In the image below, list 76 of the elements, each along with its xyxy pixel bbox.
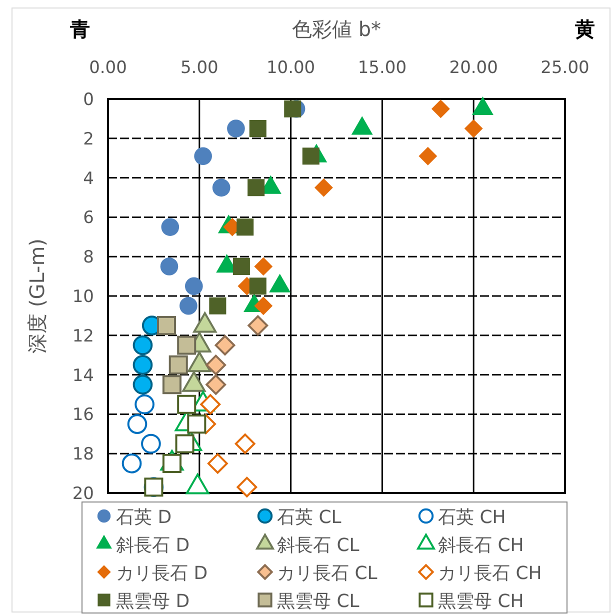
point	[254, 296, 273, 316]
y-tick-label: 0	[83, 90, 94, 110]
text: 青	[69, 17, 90, 41]
x-axis-title: 色彩値 b*	[292, 17, 382, 41]
point	[212, 178, 230, 197]
point	[249, 120, 266, 138]
point	[168, 355, 188, 374]
point	[127, 414, 148, 434]
x-tick-label: 5.00	[180, 58, 218, 78]
x-tick-label: 25.00	[540, 58, 590, 78]
y-tick-label: 10	[72, 287, 94, 307]
y-axis-title: 深度 (GL-m)	[25, 238, 49, 354]
y-tick-label: 16	[72, 405, 94, 426]
point	[134, 394, 154, 414]
y-tick-label: 12	[72, 326, 94, 346]
legend-label: 黒雲母 D	[116, 591, 190, 612]
point	[160, 258, 178, 276]
point	[214, 335, 236, 356]
legend-label: 黒雲母 CL	[277, 591, 360, 612]
point	[236, 476, 258, 498]
x-tick-label: 20.00	[449, 58, 498, 78]
point	[314, 178, 333, 197]
point	[122, 454, 142, 474]
y-tick-label: 2	[83, 129, 94, 150]
point	[132, 355, 153, 375]
point	[132, 335, 153, 356]
point	[175, 434, 194, 454]
y-tick-label: 8	[83, 248, 94, 268]
point	[162, 375, 182, 394]
point	[132, 374, 153, 395]
point	[302, 148, 320, 165]
x-tick-label: 0.00	[89, 58, 127, 78]
point	[206, 374, 226, 395]
point	[227, 120, 245, 138]
point	[248, 315, 268, 336]
point	[177, 394, 196, 414]
point	[187, 414, 206, 434]
legend-label: 斜長石 CL	[277, 535, 360, 556]
legend-label: 石英 D	[116, 507, 172, 528]
x-tick-label: 15.00	[358, 58, 407, 78]
point	[200, 394, 221, 415]
point	[431, 100, 450, 118]
point	[232, 258, 250, 275]
legend-label: カリ長石 D	[116, 563, 208, 584]
point	[209, 297, 226, 314]
point	[234, 434, 256, 454]
point	[418, 146, 438, 166]
point	[177, 336, 196, 355]
legend-label: 斜長石 D	[116, 535, 190, 556]
legend-label: カリ長石 CL	[277, 563, 378, 584]
point	[161, 218, 180, 236]
point	[141, 434, 161, 454]
point	[180, 296, 198, 315]
point	[184, 277, 203, 296]
legend-label: 石英 CL	[277, 507, 342, 528]
y-tick-label: 14	[72, 366, 94, 386]
point	[207, 453, 228, 474]
y-tick-label: 20	[72, 484, 94, 504]
y-tick-label: 6	[83, 208, 94, 228]
legend-label: 黒雲母 CH	[438, 591, 524, 612]
legend-label: 石英 CH	[438, 507, 506, 528]
point	[464, 119, 483, 138]
text: 黄	[574, 17, 595, 41]
x-tick-label: 10.00	[266, 58, 316, 78]
point	[206, 354, 226, 376]
legend-label: カリ長石 CH	[438, 563, 542, 584]
point	[254, 257, 273, 276]
legend-label: 斜長石 CH	[438, 535, 524, 556]
y-tick-label: 4	[83, 168, 94, 189]
point	[156, 316, 176, 336]
point	[284, 100, 302, 118]
point	[248, 179, 265, 196]
point	[249, 278, 266, 295]
y-tick-label: 18	[72, 444, 94, 465]
point	[236, 218, 254, 236]
point	[194, 147, 212, 166]
